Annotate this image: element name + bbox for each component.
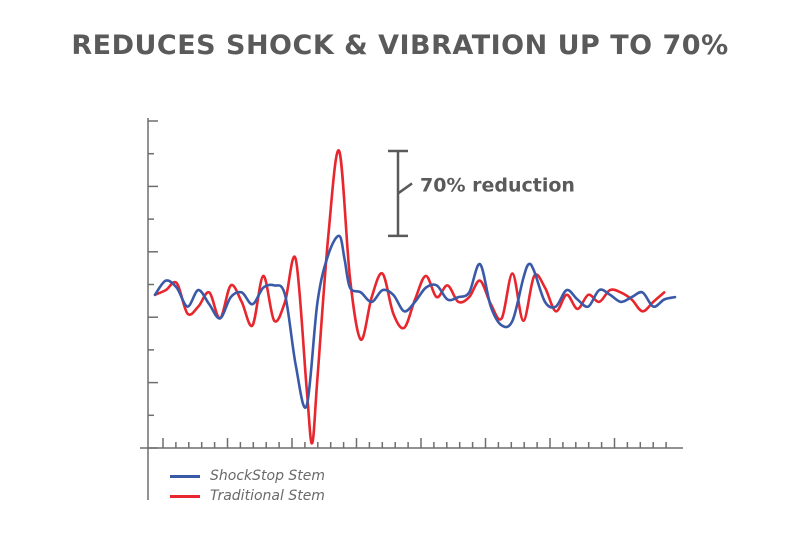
series-layer xyxy=(153,149,677,445)
legend-label-shockstop: ShockStop Stem xyxy=(210,468,326,484)
legend-label-traditional: Traditional Stem xyxy=(210,488,325,504)
legend-item-shockstop: ShockStop Stem xyxy=(170,466,325,486)
legend-item-traditional: Traditional Stem xyxy=(170,486,325,506)
legend: ShockStop Stem Traditional Stem xyxy=(170,466,325,506)
series-line-traditional xyxy=(153,149,666,445)
legend-swatch-traditional xyxy=(170,494,200,498)
series-line-shockstop xyxy=(153,234,677,409)
axes xyxy=(140,118,683,500)
annotation-pointer xyxy=(397,182,413,195)
annotation-label: 70% reduction xyxy=(420,174,575,196)
reduction-annotation: 70% reduction xyxy=(388,149,575,238)
legend-swatch-shockstop xyxy=(170,474,200,478)
chart-title: REDUCES SHOCK & VIBRATION UP TO 70% xyxy=(71,30,729,61)
